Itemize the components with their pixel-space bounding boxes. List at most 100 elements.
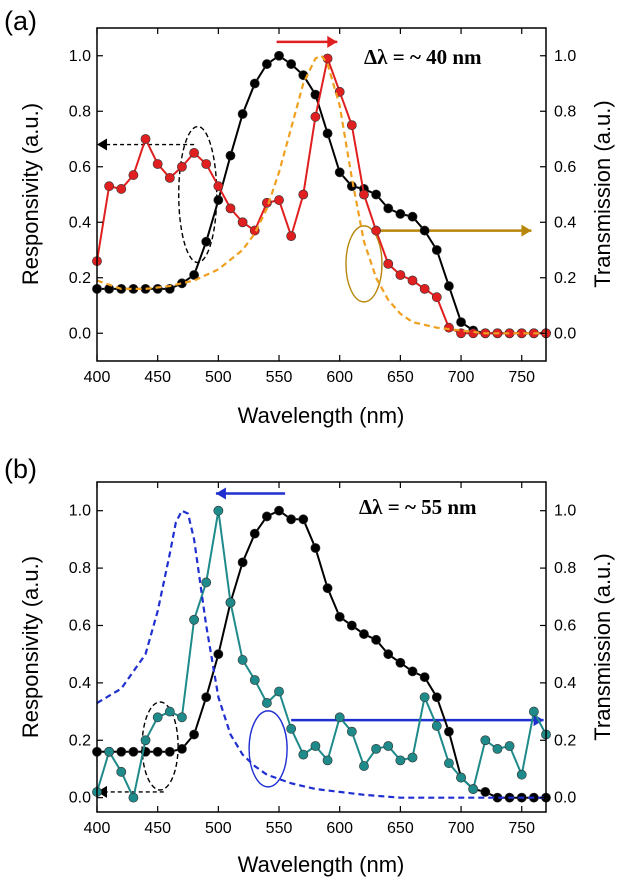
filtered-responsivity-point xyxy=(407,752,418,763)
x-tick-label: 400 xyxy=(84,820,111,837)
responsivity-point xyxy=(383,649,394,660)
y2-axis-title: Transmission (a.u.) xyxy=(590,100,615,287)
filtered-responsivity-point xyxy=(261,698,272,708)
delta-lambda-annotation: Δλ = ~ 40 nm xyxy=(364,45,482,69)
responsivity-point xyxy=(310,543,321,553)
filtered-responsivity-point xyxy=(177,161,187,172)
filtered-responsivity-point xyxy=(213,505,224,516)
filtered-responsivity-point xyxy=(104,181,115,192)
panel-label: (a) xyxy=(4,6,37,36)
y-axis-title: Responsivity (a.u.) xyxy=(18,103,43,285)
filtered-responsivity-point xyxy=(383,741,394,751)
delta-lambda-annotation: Δλ = ~ 55 nm xyxy=(359,495,477,519)
responsivity-point xyxy=(298,514,309,525)
filtered-responsivity-point xyxy=(359,189,369,200)
responsivity-point xyxy=(395,209,406,219)
shift-arrow-head xyxy=(215,487,226,500)
plot-area xyxy=(92,505,551,803)
responsivity-point xyxy=(419,225,430,236)
filtered-responsivity-line xyxy=(96,510,547,801)
filtered-responsivity-point xyxy=(213,181,224,192)
x-axis-title: Wavelength (nm) xyxy=(238,403,405,428)
filtered-responsivity-point xyxy=(407,275,418,286)
responsivity-point xyxy=(249,78,260,89)
transmission-curve xyxy=(96,54,546,335)
responsivity-point xyxy=(371,634,382,645)
filtered-responsivity-point xyxy=(492,743,503,754)
transmission-ellipse xyxy=(345,225,383,303)
y-tick-label: 0.8 xyxy=(69,103,91,120)
filtered-responsivity-point xyxy=(128,792,139,803)
filtered-responsivity-point xyxy=(310,111,321,122)
chart-panel-a: (a) 400 450 500 550 600 650 700 750 0.0 0.2 0.4 0.6… xyxy=(4,6,615,428)
y2-tick-label: 0.2 xyxy=(554,270,576,287)
y-tick-label: 0.6 xyxy=(69,159,91,176)
y-axis-title: Responsivity (a.u.) xyxy=(18,556,43,738)
filtered-responsivity-point xyxy=(298,749,309,760)
responsivity-point xyxy=(201,236,212,247)
responsivity-point xyxy=(213,649,224,660)
right-axis-arrow-head xyxy=(521,224,532,237)
x-tick-label: 550 xyxy=(266,369,293,386)
responsivity-point xyxy=(237,557,248,568)
filtered-responsivity-point xyxy=(104,746,115,757)
filtered-responsivity-point xyxy=(201,577,212,588)
responsivity-point xyxy=(201,692,212,703)
responsivity-point xyxy=(431,692,442,703)
y-tick-label: 0.0 xyxy=(69,325,91,342)
filtered-responsivity-point xyxy=(116,184,127,194)
y-tick-label: 0.2 xyxy=(69,270,91,287)
y-tick-label: 0.4 xyxy=(69,214,91,231)
filtered-responsivity-point xyxy=(237,655,248,665)
responsivity-point xyxy=(395,657,406,668)
filtered-responsivity-point xyxy=(225,203,236,214)
filtered-responsivity-point xyxy=(164,706,175,717)
y-tick-label: 0.0 xyxy=(69,790,91,807)
responsivity-point xyxy=(346,620,357,631)
responsivity-point xyxy=(274,505,284,516)
filtered-responsivity-point xyxy=(237,217,248,228)
filtered-responsivity-point xyxy=(152,159,163,169)
x-tick-label: 650 xyxy=(387,820,414,837)
y2-axis-title: Transmission (a.u.) xyxy=(590,553,615,740)
x-tick-label: 500 xyxy=(205,820,232,837)
filtered-responsivity-point xyxy=(419,692,430,703)
filtered-responsivity-point xyxy=(395,755,406,766)
y-tick-label: 0.4 xyxy=(69,675,91,692)
responsivity-point xyxy=(128,746,139,757)
responsivity-point xyxy=(249,528,260,539)
x-tick-label: 400 xyxy=(84,369,111,386)
responsivity-point xyxy=(480,787,491,797)
y2-tick-label: 1.0 xyxy=(554,503,576,520)
transmission-ellipse xyxy=(248,710,288,788)
filtered-responsivity-point xyxy=(286,723,297,734)
filtered-responsivity-point xyxy=(431,721,442,731)
responsivity-point xyxy=(444,726,454,737)
responsivity-point xyxy=(407,211,418,222)
filtered-responsivity-point xyxy=(116,766,127,777)
plot-frame xyxy=(96,481,547,813)
chart-panel-b: (b) 400 450 500 550 600 650 700 750 0.0 0.2 0.4 0.6… xyxy=(4,454,615,877)
filtered-responsivity-point xyxy=(177,712,187,723)
responsivity-point xyxy=(359,629,369,639)
filtered-responsivity-point xyxy=(140,735,151,746)
filtered-responsivity-point xyxy=(274,686,284,697)
responsivity-point xyxy=(334,167,345,178)
responsivity-point xyxy=(431,245,442,255)
filtered-responsivity-point xyxy=(274,195,284,205)
y2-tick-label: 0.0 xyxy=(554,790,576,807)
responsivity-point xyxy=(371,189,382,200)
filtered-responsivity-point xyxy=(419,283,430,294)
y-tick-label: 0.8 xyxy=(69,560,91,577)
filtered-responsivity-point xyxy=(516,769,527,780)
responsivity-point xyxy=(152,746,163,757)
transmission-curve xyxy=(96,509,546,799)
filtered-responsivity-point xyxy=(286,231,297,242)
y2-tick-label: 0.2 xyxy=(554,732,576,749)
y2-tick-label: 0.6 xyxy=(554,617,576,634)
filtered-responsivity-point xyxy=(371,225,382,236)
x-tick-label: 550 xyxy=(266,820,293,837)
x-tick-label: 450 xyxy=(144,369,171,386)
filtered-responsivity-point xyxy=(152,712,163,723)
